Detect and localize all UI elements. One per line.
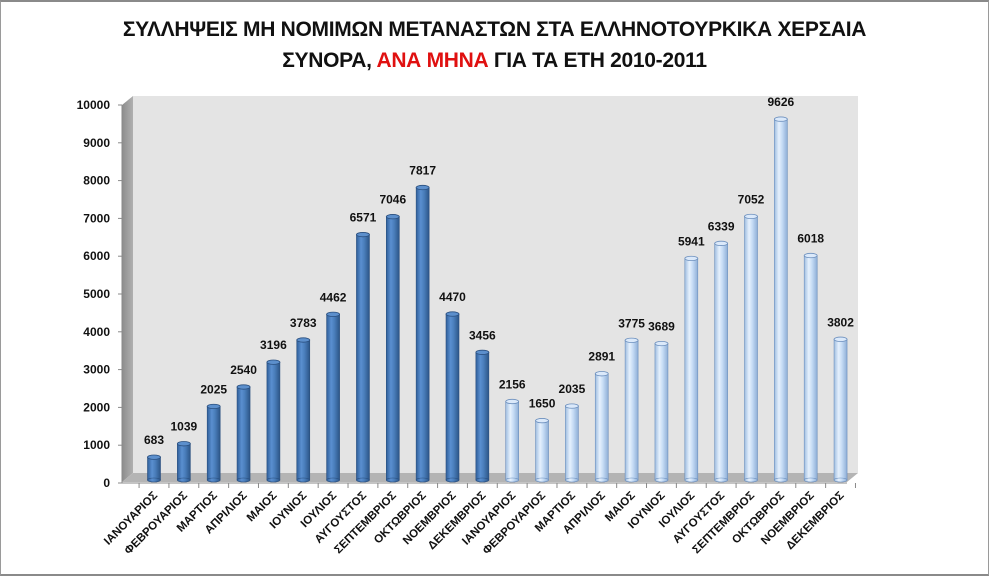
y-tick-label: 0: [103, 476, 110, 490]
chart-title: ΣΥΛΛΗΨΕΙΣ ΜΗ ΝΟΜΙΜΩΝ ΜΕΤΑΝΑΣΤΩΝ ΣΤΑ ΕΛΛΗ…: [0, 14, 989, 76]
y-tick-label: 6000: [83, 249, 110, 263]
bar-value-label: 2025: [200, 382, 227, 396]
y-tick-label: 1000: [83, 438, 110, 452]
bar: 1039: [170, 420, 198, 483]
bar-value-label: 3783: [290, 316, 317, 330]
bar-value-label: 3196: [260, 338, 287, 352]
y-tick-label: 9000: [83, 136, 110, 150]
bar: 3196: [260, 338, 287, 483]
title-pre: ΣΥΝΟΡΑ,: [282, 49, 377, 72]
y-tick-label: 2000: [83, 400, 110, 414]
y-tick-label: 10000: [77, 98, 111, 112]
y-tick-label: 5000: [83, 287, 110, 301]
bar-value-label: 7052: [738, 192, 765, 206]
y-tick-label: 7000: [83, 211, 110, 225]
bar: 3783: [290, 316, 317, 483]
bar-value-label: 5941: [678, 234, 705, 248]
bar: 9626: [767, 95, 795, 483]
bar: 7817: [409, 164, 436, 483]
bar: 4462: [320, 290, 347, 483]
bar-value-label: 2891: [588, 350, 615, 364]
bar: 1650: [529, 397, 556, 483]
chart-title-line1: ΣΥΛΛΗΨΕΙΣ ΜΗ ΝΟΜΙΜΩΝ ΜΕΤΑΝΑΣΤΩΝ ΣΤΑ ΕΛΛΗ…: [122, 18, 867, 41]
y-tick-label: 3000: [83, 363, 110, 377]
y-axis: 0 1000 2000 3000 4000 5000 6000 7000 8000 9000 100…: [77, 98, 122, 490]
bar: 5941: [678, 234, 705, 483]
title-post: ΓΙΑ ΤΑ ΕΤΗ 2010-2011: [488, 49, 707, 72]
x-tick-label: ΟΚΤΩΒΡΙΟΣ: [730, 490, 787, 547]
bar-value-label: 6571: [350, 211, 377, 225]
bar: 7046: [379, 193, 406, 483]
bar: 6018: [797, 232, 824, 483]
bar-value-label: 6339: [708, 219, 735, 233]
bar: 683: [144, 433, 164, 483]
y-tick-label: 4000: [83, 325, 110, 339]
bar-value-label: 4470: [439, 290, 466, 304]
bar-value-label: 4462: [320, 290, 347, 304]
title-highlight: ΑΝΑ ΜΗΝΑ: [376, 49, 489, 72]
bar-value-label: 9626: [767, 95, 794, 109]
bar: 3775: [618, 316, 645, 483]
bar: 6571: [350, 211, 377, 483]
chart-title-line2: ΣΥΝΟΡΑ, ΑΝΑ ΜΗΝΑ ΓΙΑ ΤΑ ΕΤΗ 2010-2011: [0, 45, 989, 76]
bar-value-label: 3456: [469, 328, 496, 342]
bar-value-label: 1039: [170, 420, 197, 434]
bar-value-label: 3689: [648, 320, 675, 334]
side-wall: [122, 96, 133, 482]
bar: 7052: [738, 192, 765, 483]
bar-value-label: 2540: [230, 363, 257, 377]
bar: 6339: [708, 219, 735, 483]
bar: 2025: [200, 382, 227, 483]
bar-value-label: 683: [144, 433, 164, 447]
bar: 2156: [499, 378, 526, 483]
bar-value-label: 3775: [618, 316, 645, 330]
bar-value-label: 2035: [559, 382, 586, 396]
x-tick-label: ΟΚΤΩΒΡΙΟΣ: [372, 490, 429, 547]
bar-value-label: 6018: [797, 232, 824, 246]
bar: 4470: [439, 290, 466, 483]
bar-value-label: 1650: [529, 397, 556, 411]
x-axis: ΙΑΝΟΥΑΡΙΟΣΦΕΒΡΟΥΑΡΙΟΣΜΑΡΤΙΟΣΑΠΡΙΛΙΟΣΜΑΙΟ…: [102, 483, 856, 557]
y-tick-label: 8000: [83, 174, 110, 188]
bar: 3802: [827, 315, 854, 483]
bar-value-label: 3802: [827, 315, 854, 329]
bar: 2035: [559, 382, 586, 483]
bar: 2891: [588, 350, 615, 483]
bar-value-label: 7817: [409, 164, 436, 178]
bar-value-label: 7046: [379, 193, 406, 207]
bar: 3456: [469, 328, 496, 483]
bar: 2540: [230, 363, 257, 483]
bar-value-label: 2156: [499, 378, 526, 392]
back-wall: [133, 96, 858, 473]
bar: 3689: [648, 320, 675, 483]
